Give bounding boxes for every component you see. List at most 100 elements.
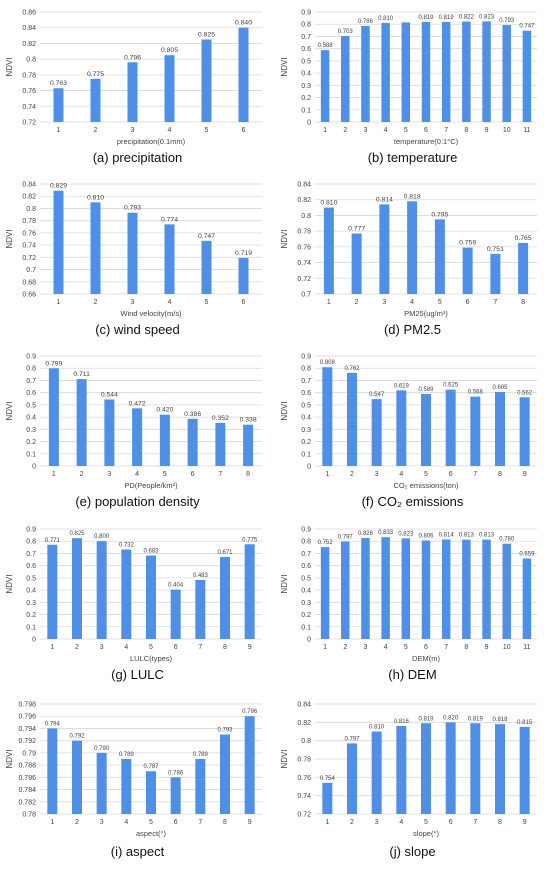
y-tick-label: 0.3 — [301, 83, 311, 90]
x-tick-label: 8 — [223, 644, 227, 651]
x-tick-label: 2 — [80, 471, 84, 478]
y-tick-label: 0.1 — [26, 451, 36, 458]
data-label: 0.386 — [184, 411, 201, 418]
bar — [347, 372, 357, 466]
y-tick-label: 0.72 — [22, 120, 36, 127]
bar — [495, 724, 505, 814]
y-axis-label: NDVI — [280, 229, 289, 248]
data-label: 0.808 — [320, 360, 336, 366]
bar — [482, 539, 491, 639]
y-tick-label: 0.8 — [26, 57, 36, 64]
bar — [220, 556, 230, 639]
data-label: 0.754 — [320, 776, 336, 782]
y-tick-label: 0.78 — [297, 229, 311, 236]
bar — [220, 734, 230, 814]
y-tick-label: 0.7 — [26, 267, 36, 274]
bar — [201, 39, 212, 122]
x-tick-label: 1 — [50, 644, 54, 651]
bar — [396, 390, 407, 466]
y-tick-label: 0.74 — [22, 104, 36, 111]
x-tick-label: 3 — [375, 471, 379, 478]
data-label: 0.775 — [87, 71, 104, 78]
y-axis-label: NDVI — [280, 749, 289, 768]
x-tick-label: 6 — [174, 819, 178, 826]
data-label: 0.338 — [240, 417, 257, 424]
x-tick-label: 7 — [218, 471, 222, 478]
data-label: 0.819 — [418, 15, 434, 21]
data-label: 0.825 — [198, 32, 215, 39]
x-tick-label: 2 — [350, 819, 354, 826]
y-tick-label: 0.78 — [22, 72, 36, 79]
chart-panel: 0.78 0.782 0.784 0.786 0.788 0.79 0.792 0.794 0.… — [0, 692, 275, 865]
y-tick-label: 0.82 — [22, 194, 36, 201]
x-tick-label: 8 — [521, 299, 525, 306]
bar — [421, 394, 431, 466]
x-tick-label: 6 — [449, 471, 453, 478]
data-label: 0.814 — [376, 196, 393, 203]
y-tick-label: 0.5 — [301, 575, 311, 582]
x-tick-label: 9 — [485, 127, 489, 134]
bar — [518, 242, 529, 294]
data-label: 0.562 — [517, 390, 533, 396]
bar — [441, 21, 451, 122]
panel-caption: (e) population density — [75, 494, 200, 509]
x-tick-label: 6 — [242, 299, 246, 306]
y-tick-label: 0.74 — [297, 793, 311, 800]
bar — [104, 399, 115, 466]
bar — [121, 759, 132, 814]
x-tick-label: 6 — [449, 819, 453, 826]
x-tick-label: 4 — [135, 471, 139, 478]
bar — [462, 539, 471, 639]
panel-caption: (b) temperature — [367, 150, 458, 165]
y-tick-label: 0.9 — [301, 10, 311, 17]
y-tick-label: 0 — [307, 637, 311, 644]
x-tick-label: 3 — [375, 819, 379, 826]
y-tick-label: 0.9 — [301, 354, 311, 361]
chart-panel: 0.72 0.74 0.76 0.78 0.8 0.82 0.84 NDVI 0.754 1 0.7… — [275, 692, 550, 865]
y-axis-label: NDVI — [280, 401, 289, 420]
bar — [47, 728, 58, 814]
y-tick-label: 0.5 — [301, 58, 311, 65]
x-tick-label: 10 — [503, 644, 511, 651]
x-tick-label: 3 — [107, 471, 111, 478]
bar — [90, 202, 101, 294]
x-tick-label: 7 — [444, 127, 448, 134]
y-tick-label: 0.1 — [26, 624, 36, 631]
y-tick-label: 0.8 — [301, 22, 311, 29]
data-label: 0.813 — [459, 533, 475, 539]
y-tick-label: 0 — [32, 637, 36, 644]
y-tick-label: 0.82 — [297, 197, 311, 204]
x-tick-label: 5 — [163, 471, 167, 478]
bar — [361, 25, 370, 122]
x-tick-label: 4 — [399, 471, 403, 478]
bar — [146, 555, 156, 639]
x-axis-label: DEM(m) — [412, 654, 440, 663]
x-tick-label: 2 — [75, 819, 79, 826]
bar — [90, 78, 101, 122]
y-tick-label: 0.6 — [301, 46, 311, 53]
data-label: 0.797 — [344, 736, 360, 742]
data-label: 0.625 — [443, 383, 459, 389]
data-label: 0.792 — [69, 734, 85, 740]
bar — [132, 408, 143, 466]
bar — [187, 418, 198, 466]
y-tick-label: 0.84 — [297, 182, 311, 189]
y-tick-label: 0.5 — [301, 402, 311, 409]
y-tick-label: 0.1 — [301, 451, 311, 458]
x-tick-label: 4 — [410, 299, 414, 306]
x-tick-label: 4 — [384, 127, 388, 134]
x-tick-label: 1 — [327, 299, 331, 306]
y-tick-label: 0.66 — [22, 292, 36, 299]
data-label: 0.711 — [73, 371, 90, 378]
x-tick-label: 10 — [503, 127, 511, 134]
chart-panel: 0 0.1 0.2 0.3 0.4 0.5 0.6 0.7 0.8 0.9 NDVI 0.771 1 0.… — [0, 517, 275, 690]
data-label: 0.752 — [318, 540, 334, 546]
y-tick-label: 0.86 — [22, 10, 36, 17]
data-label: 0.825 — [69, 531, 85, 537]
y-tick-label: 0.78 — [22, 218, 36, 225]
data-label: 0.833 — [378, 530, 394, 536]
x-tick-label: 1 — [325, 819, 329, 826]
y-tick-label: 0.6 — [301, 563, 311, 570]
data-label: 0.810 — [320, 200, 337, 207]
bar — [502, 25, 511, 123]
